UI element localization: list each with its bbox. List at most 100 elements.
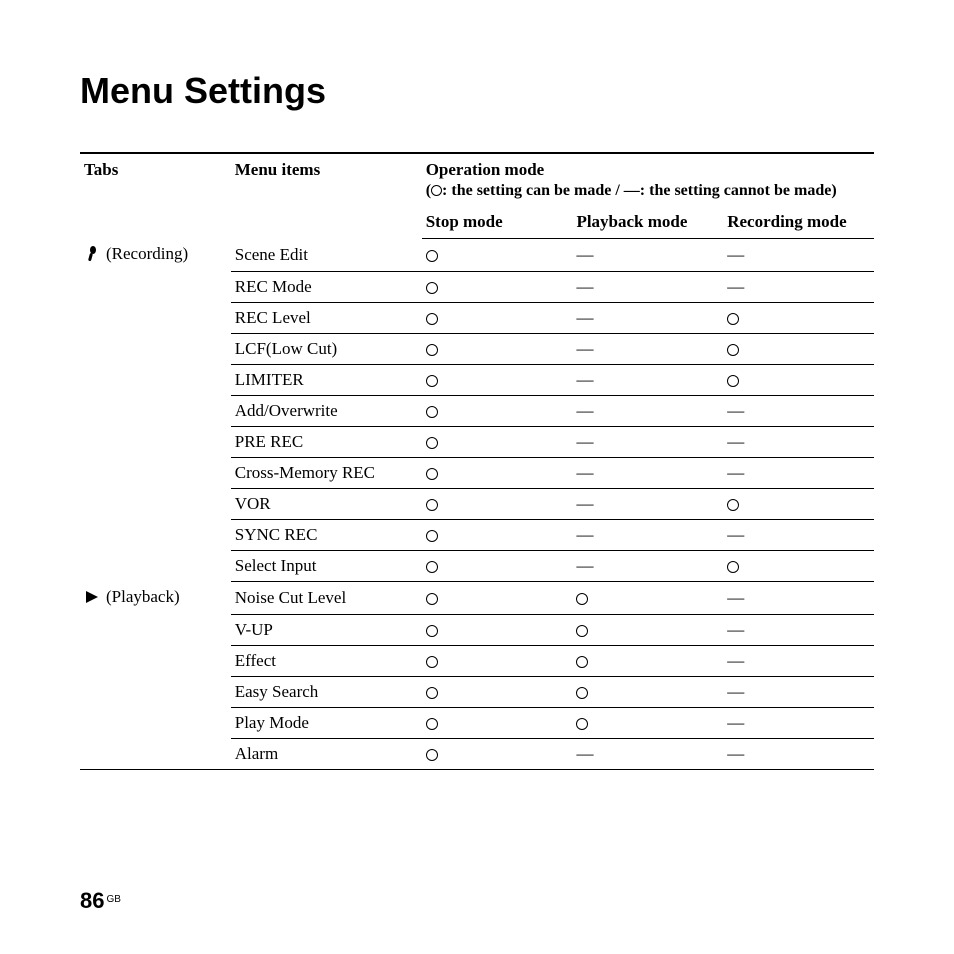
dash-icon: —	[576, 308, 593, 328]
col-header-stop: Stop mode	[422, 206, 573, 239]
dash-icon: —	[576, 401, 593, 421]
mode-cell-stop	[422, 365, 573, 396]
mode-cell-recording	[723, 334, 874, 365]
legend-circle-icon	[431, 185, 442, 196]
circle-icon	[426, 282, 438, 294]
menu-item-cell: Select Input	[231, 551, 422, 582]
menu-item-cell: Noise Cut Level	[231, 582, 422, 615]
circle-icon	[576, 718, 588, 730]
circle-icon	[426, 530, 438, 542]
page-number: 86	[80, 888, 104, 913]
mode-cell-recording	[723, 551, 874, 582]
mode-cell-stop	[422, 551, 573, 582]
mode-cell-playback: —	[572, 520, 723, 551]
mode-cell-recording: —	[723, 582, 874, 615]
mode-cell-stop	[422, 489, 573, 520]
mode-cell-stop	[422, 458, 573, 489]
mode-cell-playback: —	[572, 396, 723, 427]
circle-icon	[426, 499, 438, 511]
legend-suffix: : the setting can be made / —: the setti…	[442, 182, 837, 199]
menu-item-cell: Add/Overwrite	[231, 396, 422, 427]
menu-item-cell: VOR	[231, 489, 422, 520]
dash-icon: —	[727, 463, 744, 483]
mode-cell-playback	[572, 582, 723, 615]
dash-icon: —	[727, 588, 744, 608]
circle-icon	[426, 250, 438, 262]
circle-icon	[426, 406, 438, 418]
tab-cell	[80, 303, 231, 334]
dash-icon: —	[727, 432, 744, 452]
col-header-items: Menu items	[231, 153, 422, 239]
mode-cell-playback: —	[572, 551, 723, 582]
circle-icon	[576, 656, 588, 668]
dash-icon: —	[576, 432, 593, 452]
dash-icon: —	[576, 339, 593, 359]
dash-icon: —	[727, 401, 744, 421]
tab-cell	[80, 365, 231, 396]
tab-cell	[80, 427, 231, 458]
col-header-tabs: Tabs	[80, 153, 231, 239]
menu-item-cell: Play Mode	[231, 708, 422, 739]
mode-cell-recording	[723, 365, 874, 396]
circle-icon	[727, 375, 739, 387]
tab-cell	[80, 646, 231, 677]
mode-cell-playback	[572, 708, 723, 739]
circle-icon	[426, 718, 438, 730]
mode-cell-recording: —	[723, 272, 874, 303]
mode-cell-stop	[422, 739, 573, 770]
circle-icon	[727, 561, 739, 573]
mode-cell-recording	[723, 303, 874, 334]
mode-cell-playback: —	[572, 489, 723, 520]
circle-icon	[727, 344, 739, 356]
page-footer: 86GB	[80, 888, 121, 914]
mode-cell-recording: —	[723, 677, 874, 708]
tab-cell	[80, 551, 231, 582]
tab-cell: (Recording)	[80, 239, 231, 272]
mode-cell-playback: —	[572, 334, 723, 365]
circle-icon	[426, 375, 438, 387]
dash-icon: —	[727, 744, 744, 764]
mode-cell-recording: —	[723, 520, 874, 551]
mode-cell-stop	[422, 677, 573, 708]
mode-cell-stop	[422, 334, 573, 365]
mode-cell-playback: —	[572, 427, 723, 458]
menu-item-cell: PRE REC	[231, 427, 422, 458]
mode-cell-stop	[422, 582, 573, 615]
tab-label: (Recording)	[106, 244, 188, 264]
dash-icon: —	[727, 245, 744, 265]
menu-settings-table: Tabs Menu items Operation mode (: the se…	[80, 152, 874, 770]
tab-cell	[80, 458, 231, 489]
menu-item-cell: REC Mode	[231, 272, 422, 303]
tab-cell	[80, 334, 231, 365]
mode-cell-playback: —	[572, 365, 723, 396]
circle-icon	[426, 437, 438, 449]
dash-icon: —	[727, 620, 744, 640]
mic-icon	[84, 246, 100, 262]
mode-cell-recording: —	[723, 646, 874, 677]
tab-cell	[80, 520, 231, 551]
mode-cell-recording	[723, 489, 874, 520]
circle-icon	[426, 656, 438, 668]
mode-cell-playback: —	[572, 739, 723, 770]
mode-cell-recording: —	[723, 239, 874, 272]
mode-cell-playback: —	[572, 239, 723, 272]
tab-cell	[80, 739, 231, 770]
mode-cell-stop	[422, 303, 573, 334]
circle-icon	[426, 313, 438, 325]
circle-icon	[426, 593, 438, 605]
dash-icon: —	[576, 494, 593, 514]
play-icon	[84, 589, 100, 605]
dash-icon: —	[576, 245, 593, 265]
col-header-opmode: Operation mode (: the setting can be mad…	[422, 153, 874, 206]
mode-cell-playback	[572, 646, 723, 677]
mode-cell-recording: —	[723, 396, 874, 427]
dash-icon: —	[727, 682, 744, 702]
mode-cell-stop	[422, 708, 573, 739]
menu-item-cell: Cross-Memory REC	[231, 458, 422, 489]
mode-cell-stop	[422, 272, 573, 303]
tab-label-wrap: (Playback)	[84, 587, 180, 607]
menu-item-cell: Effect	[231, 646, 422, 677]
mode-cell-recording: —	[723, 458, 874, 489]
menu-item-cell: Scene Edit	[231, 239, 422, 272]
dash-icon: —	[727, 713, 744, 733]
